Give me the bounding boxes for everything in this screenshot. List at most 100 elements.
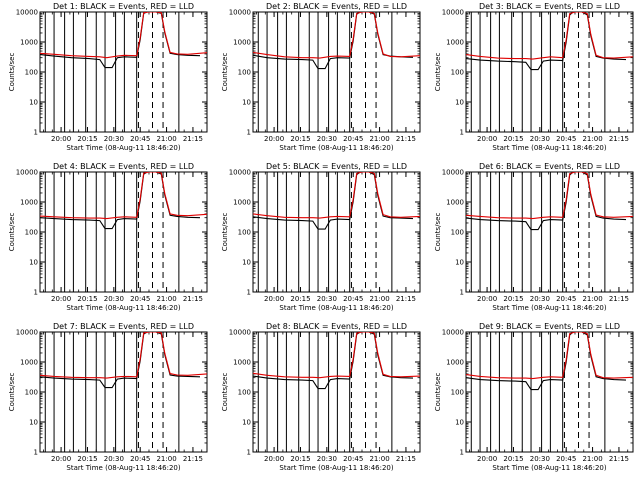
x-tick-label: 20:15 — [77, 455, 97, 463]
y-tick-label: 10 — [455, 99, 464, 107]
x-tick-label: 20:15 — [77, 135, 97, 143]
x-axis-label: Start Time (08-Aug-11 18:46:20) — [279, 304, 393, 312]
panel-title: Det 7: BLACK = Events, RED = LLD — [53, 322, 194, 331]
y-tick-label: 1000 — [20, 359, 38, 367]
x-tick-label: 21:00 — [582, 135, 602, 143]
series-lld-line — [40, 12, 207, 59]
x-tick-label: 20:00 — [477, 455, 497, 463]
plot-area — [40, 172, 207, 292]
x-tick-label: 20:15 — [290, 135, 310, 143]
series-events-line — [40, 332, 201, 389]
x-tick-label: 20:30 — [104, 295, 124, 303]
y-axis-label: Counts/sec — [434, 213, 442, 252]
y-tick-label: 1 — [247, 449, 251, 457]
y-tick-label: 1000 — [233, 39, 251, 47]
panel-title: Det 5: BLACK = Events, RED = LLD — [266, 162, 407, 171]
x-tick-label: 20:00 — [477, 295, 497, 303]
y-axis-label: Counts/sec — [434, 373, 442, 412]
x-tick-label: 20:45 — [556, 455, 576, 463]
y-tick-label: 1 — [34, 289, 38, 297]
detector-panel-9: Det 9: BLACK = Events, RED = LLD 1 10 100 10… — [434, 322, 634, 472]
x-tick-label: 21:15 — [609, 295, 629, 303]
x-tick-label: 20:00 — [264, 295, 284, 303]
series-lld-line — [253, 172, 420, 219]
y-tick-label: 100 — [238, 389, 251, 397]
panel-title: Det 1: BLACK = Events, RED = LLD — [53, 2, 194, 11]
x-tick-label: 20:15 — [503, 135, 523, 143]
y-tick-label: 1 — [34, 129, 38, 137]
y-tick-label: 10000 — [16, 169, 38, 177]
plot-area — [466, 172, 633, 292]
y-tick-label: 100 — [238, 229, 251, 237]
y-tick-label: 10 — [242, 259, 251, 267]
plot-area — [253, 172, 420, 292]
series-events-line — [466, 172, 627, 231]
y-tick-label: 10 — [455, 419, 464, 427]
y-tick-label: 10000 — [442, 169, 464, 177]
x-tick-label: 20:45 — [556, 295, 576, 303]
series-lld-line — [40, 172, 207, 220]
x-tick-label: 20:45 — [130, 135, 150, 143]
x-tick-label: 20:00 — [51, 455, 71, 463]
y-tick-label: 10000 — [229, 9, 251, 17]
plot-area — [253, 12, 420, 132]
x-tick-label: 20:30 — [317, 135, 337, 143]
y-axis-label: Counts/sec — [434, 53, 442, 92]
plot-area — [253, 332, 420, 452]
series-events-line — [466, 332, 627, 391]
y-tick-label: 100 — [238, 69, 251, 77]
x-tick-label: 21:00 — [156, 455, 176, 463]
series-lld-line — [40, 332, 207, 379]
y-tick-label: 10 — [242, 419, 251, 427]
x-tick-label: 20:15 — [290, 455, 310, 463]
plot-area — [466, 332, 633, 452]
y-axis-label: Counts/sec — [8, 53, 16, 92]
y-tick-label: 10 — [242, 99, 251, 107]
detector-panel-7: Det 7: BLACK = Events, RED = LLD 1 10 100 10… — [8, 322, 208, 472]
y-tick-label: 1000 — [446, 359, 464, 367]
y-tick-label: 10000 — [229, 169, 251, 177]
y-axis-label: Counts/sec — [8, 373, 16, 412]
y-tick-label: 10 — [29, 259, 38, 267]
panel-title: Det 2: BLACK = Events, RED = LLD — [266, 2, 407, 11]
x-tick-label: 21:15 — [396, 295, 416, 303]
panel-title: Det 3: BLACK = Events, RED = LLD — [479, 2, 620, 11]
y-tick-label: 10 — [29, 419, 38, 427]
panel-title: Det 8: BLACK = Events, RED = LLD — [266, 322, 407, 331]
series-lld-line — [253, 332, 420, 379]
x-axis-label: Start Time (08-Aug-11 18:46:20) — [66, 464, 180, 472]
detector-panel-4: Det 4: BLACK = Events, RED = LLD 1 10 100 10… — [8, 162, 208, 312]
x-tick-label: 20:30 — [530, 135, 550, 143]
detector-panel-3: Det 3: BLACK = Events, RED = LLD 1 10 100 10… — [434, 2, 634, 152]
y-tick-label: 10000 — [229, 329, 251, 337]
panel-title: Det 4: BLACK = Events, RED = LLD — [53, 162, 194, 171]
x-axis-label: Start Time (08-Aug-11 18:46:20) — [279, 144, 393, 152]
x-tick-label: 20:45 — [343, 295, 363, 303]
y-tick-label: 1 — [247, 289, 251, 297]
detector-panel-6: Det 6: BLACK = Events, RED = LLD 1 10 100 10… — [434, 162, 634, 312]
series-events-line — [253, 12, 414, 70]
y-tick-label: 10000 — [16, 329, 38, 337]
series-lld-line — [253, 12, 420, 59]
x-tick-label: 21:00 — [582, 455, 602, 463]
x-axis-label: Start Time (08-Aug-11 18:46:20) — [66, 144, 180, 152]
y-tick-label: 1 — [460, 129, 464, 137]
y-tick-label: 10 — [29, 99, 38, 107]
y-tick-label: 1 — [34, 449, 38, 457]
x-tick-label: 20:15 — [503, 295, 523, 303]
y-tick-label: 1000 — [20, 39, 38, 47]
x-tick-label: 20:30 — [104, 455, 124, 463]
x-tick-label: 20:00 — [264, 455, 284, 463]
y-tick-label: 10000 — [442, 329, 464, 337]
x-tick-label: 21:15 — [183, 135, 203, 143]
x-tick-label: 20:45 — [130, 455, 150, 463]
x-tick-label: 20:30 — [317, 455, 337, 463]
x-tick-label: 20:00 — [477, 135, 497, 143]
panel-title: Det 6: BLACK = Events, RED = LLD — [479, 162, 620, 171]
x-tick-label: 20:30 — [530, 295, 550, 303]
x-axis-label: Start Time (08-Aug-11 18:46:20) — [492, 464, 606, 472]
x-tick-label: 20:30 — [530, 455, 550, 463]
x-tick-label: 20:45 — [343, 455, 363, 463]
x-tick-label: 21:15 — [183, 295, 203, 303]
